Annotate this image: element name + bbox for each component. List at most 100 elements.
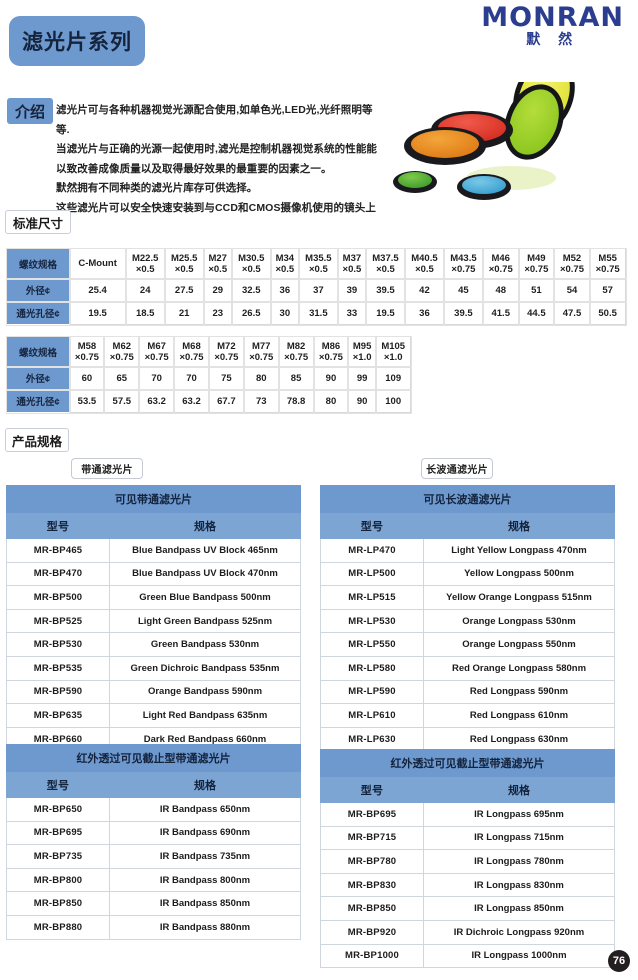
table-bandpass-ir: 红外透过可见截止型带通滤光片 型号 规格 MR-BP650 IR Bandpass 65… [6,744,301,940]
cell-model: MR-BP535 [6,655,110,681]
cell-spec: IR Bandpass 880nm [109,914,301,940]
intro-line: 这些滤光片可以安全快速安装到与CCD和CMOS摄像机使用的镜头上 [56,201,376,214]
table-row: MR-BP535 Green Dichroic Bandpass 535nm [6,655,301,681]
size-thread-header: M68 ×0.75 [173,335,210,368]
size-thread-header: M49 ×0.75 [517,247,556,280]
intro-line: 当滤光片与正确的光源一起使用时,滤光是控制机器视觉系统的性能能 [56,143,378,155]
brand-name: MONRAN [481,2,624,33]
cell-model: MR-BP470 [6,561,110,587]
intro-line: 以致改善成像质量以及取得最好效果的最重要的因素之一。 [56,162,332,175]
intro-badge-label: 介绍 [14,103,45,121]
size-value-cell: 18.5 [124,300,166,326]
table-row: MR-BP800 IR Bandpass 800nm [6,867,301,893]
cell-model: MR-BP850 [320,896,424,921]
cell-model: MR-LP500 [320,561,424,587]
tab-longpass[interactable]: 长波通滤光片 [421,458,493,479]
cell-model: MR-BP830 [320,872,424,898]
tab-bandpass[interactable]: 带通滤光片 [71,458,143,479]
page-number: 76 [608,950,630,972]
cell-model: MR-BP695 [6,820,110,846]
cell-spec: IR Bandpass 650nm [109,797,301,822]
size-thread-header: M37.5 ×0.5 [364,247,406,280]
size-value-cell: 54 [553,277,591,303]
intro-paragraph: 滤光片可与各种机器视觉光源配合使用,如单色光,LED光,光纤照明等等. 当滤光片与… [56,101,386,218]
column-header-spec: 规格 [423,512,615,539]
column-header-model: 型号 [6,771,110,798]
table-row: MR-LP630 Red Longpass 630nm [320,726,615,752]
cell-spec: Red Orange Longpass 580nm [423,655,615,681]
size-value-cell: 41.5 [481,300,520,326]
cell-spec: Light Red Bandpass 635nm [109,703,301,728]
cell-spec: Blue Bandpass UV Block 465nm [109,538,301,563]
column-header-model: 型号 [320,512,424,539]
cell-spec: Yellow Orange Longpass 515nm [423,585,615,610]
cell-spec: IR Longpass 850nm [423,896,615,921]
table-row: MR-LP515 Yellow Orange Longpass 515nm [320,585,615,610]
column-header-spec: 规格 [423,776,615,803]
cell-spec: Green Dichroic Bandpass 535nm [109,655,301,681]
cell-model: MR-BP800 [6,867,110,893]
standard-size-table-1: 螺纹规格 C-Mount M22.5 ×0.5 M25.5 ×0.5 M27 ×0.5 M30.… [5,247,627,326]
size-value-cell: 21 [163,300,205,326]
cell-model: MR-BP465 [6,538,110,563]
size-value-cell: 19.5 [68,300,127,326]
table-row: MR-BP590 Orange Bandpass 590nm [6,679,301,705]
size-value-cell: 30 [269,300,300,326]
size-value-cell: 33 [336,300,367,326]
table-longpass-ir: 红外透过可见截止型带通滤光片 型号 规格 MR-BP695 IR Longpass 69… [320,749,615,969]
filter-product-photo [386,82,636,210]
size-thread-header: M52 ×0.75 [553,247,591,280]
table-row: MR-BP780 IR Longpass 780nm [320,849,615,874]
size-row-label: 通光孔径¢ [5,300,71,326]
cell-model: MR-LP515 [320,585,424,610]
size-row-label: 通光孔径¢ [5,388,71,414]
size-value-cell: 80 [242,365,280,391]
size-value-cell: 48 [481,277,520,303]
size-thread-header: M82 ×0.75 [277,335,315,368]
size-thread-header: M43.5 ×0.75 [442,247,484,280]
table-row: MR-BP880 IR Bandpass 880nm [6,914,301,940]
size-value-cell: 32.5 [230,277,272,303]
table-row: MR-BP530 Green Bandpass 530nm [6,632,301,657]
brand-logo: MONRAN 默 然 [481,4,624,46]
cell-spec: Red Longpass 630nm [423,726,615,752]
page-title-label: 滤光片系列 [22,31,132,54]
table-row: MR-BP850 IR Longpass 850nm [320,896,615,921]
size-value-cell: 39 [336,277,367,303]
cell-model: MR-BP695 [320,802,424,827]
cell-model: MR-BP880 [6,914,110,940]
table-row: MR-BP465 Blue Bandpass UV Block 465nm [6,538,301,563]
cell-spec: Yellow Longpass 500nm [423,561,615,587]
size-value-cell: 70 [173,365,210,391]
table-row: MR-LP580 Red Orange Longpass 580nm [320,655,615,681]
table-group-header: 可见长波通滤光片 [320,485,615,513]
page-title: 滤光片系列 [9,16,145,66]
cell-spec: Light Yellow Longpass 470nm [423,538,615,563]
size-row-label: 外径¢ [5,365,71,391]
cell-spec: Orange Longpass 530nm [423,608,615,634]
size-thread-header: M27 ×0.5 [202,247,233,280]
cell-model: MR-LP590 [320,679,424,705]
cell-spec: Blue Bandpass UV Block 470nm [109,561,301,587]
size-thread-header: M72 ×0.75 [207,335,245,368]
table-row: MR-LP550 Orange Longpass 550nm [320,632,615,657]
table-row: MR-LP470 Light Yellow Longpass 470nm [320,538,615,563]
size-thread-header: M105 ×1.0 [374,335,412,368]
size-value-cell: 67.7 [207,388,245,414]
size-value-cell: 57 [588,277,627,303]
table-row: MR-BP695 IR Longpass 695nm [320,802,615,827]
size-value-cell: 73 [242,388,280,414]
column-header-model: 型号 [6,512,110,539]
column-header-spec: 规格 [109,771,301,798]
size-value-cell: 47.5 [553,300,591,326]
cell-model: MR-BP525 [6,608,110,634]
table-row: MR-LP590 Red Longpass 590nm [320,679,615,705]
cell-model: MR-LP610 [320,703,424,728]
size-value-cell: 51 [517,277,556,303]
size-thread-header: M58 ×0.75 [68,335,106,368]
size-value-cell: 63.2 [173,388,210,414]
section-label-product-spec: 产品规格 [5,428,69,452]
cell-spec: IR Bandpass 690nm [109,820,301,846]
cell-spec: IR Longpass 1000nm [423,943,615,969]
table-group-header: 可见带通滤光片 [6,485,301,513]
